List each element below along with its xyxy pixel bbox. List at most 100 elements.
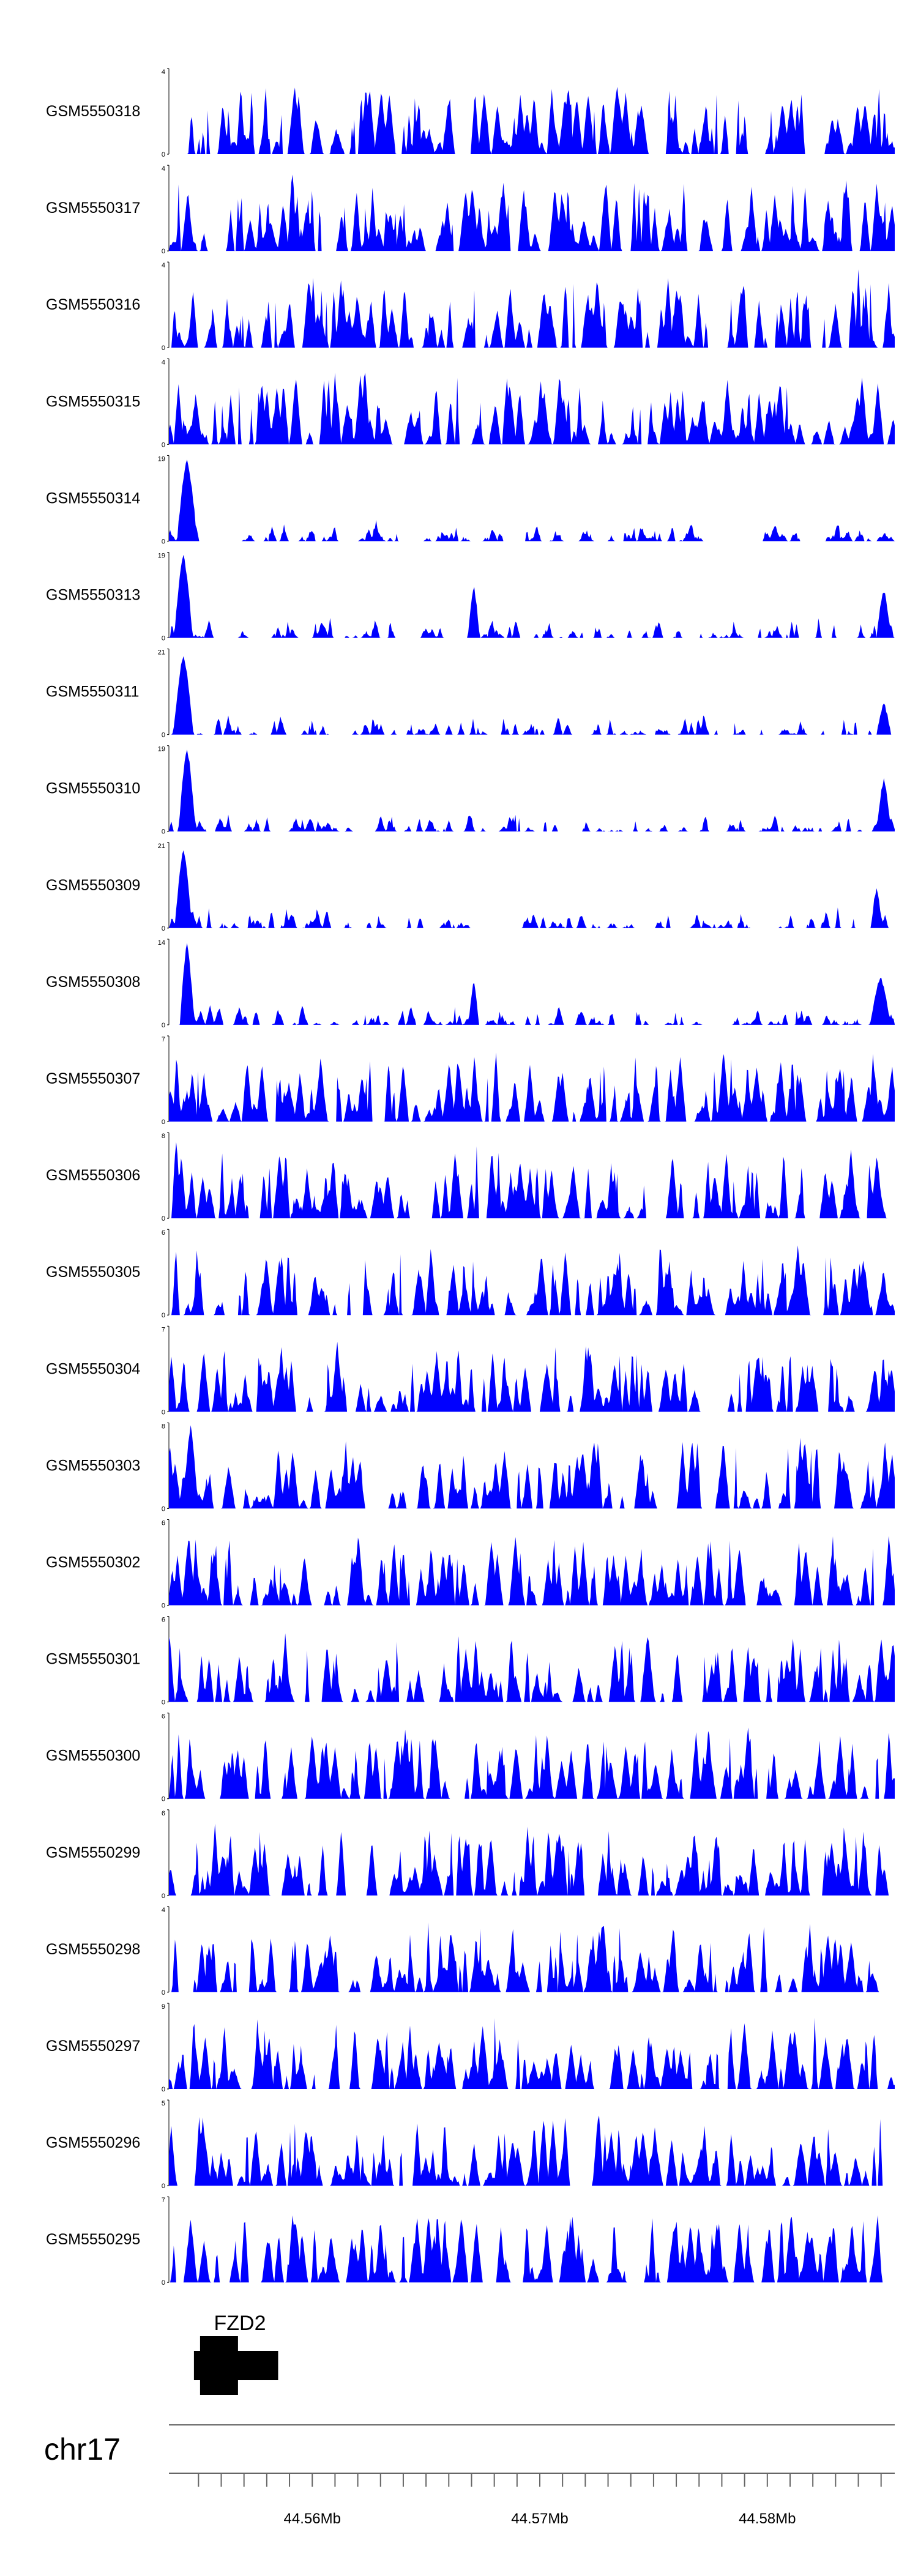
y-max-label: 21 <box>158 649 165 657</box>
track-label: GSM5550309 <box>46 877 140 894</box>
track-GSM5550304: GSM5550304 7 0 <box>46 1325 895 1416</box>
track-GSM5550299: GSM5550299 6 0 <box>46 1809 895 1900</box>
track-GSM5550295: GSM5550295 7 0 <box>46 2196 895 2287</box>
y-min-label: 0 <box>162 1119 165 1126</box>
coverage-area <box>169 460 895 542</box>
y-max-label: 19 <box>158 553 165 560</box>
y-max-label: 4 <box>162 69 165 76</box>
track-GSM5550307: GSM5550307 7 0 <box>46 1035 895 1126</box>
track-GSM5550306: GSM5550306 8 0 <box>46 1132 895 1223</box>
coverage-tracks: GSM555031840GSM555031740GSM555031640GSM5… <box>46 68 895 2287</box>
y-min-label: 0 <box>162 925 165 932</box>
y-max-label: 7 <box>162 2197 165 2204</box>
axis-tick-label: 44.57Mb <box>511 2511 568 2527</box>
gene-model-fzd2 <box>193 2336 278 2395</box>
track-label: GSM5550318 <box>46 103 140 120</box>
track-GSM5550301: GSM5550301 6 0 <box>46 1616 895 1707</box>
track-label: GSM5550298 <box>46 1941 140 1958</box>
y-max-label: 14 <box>158 939 165 947</box>
track-label: GSM5550302 <box>46 1554 140 1571</box>
y-min-label: 0 <box>162 1796 165 1803</box>
track-GSM5550310: GSM5550310 19 0 <box>46 745 895 836</box>
y-min-label: 0 <box>162 2279 165 2287</box>
coverage-area <box>169 850 895 928</box>
y-min-label: 0 <box>162 1505 165 1513</box>
y-min-label: 0 <box>162 1409 165 1416</box>
gene-annotation-track: FZD2 <box>193 2312 278 2395</box>
track-GSM5550308: GSM5550308 14 0 <box>46 939 895 1029</box>
track-GSM5550314: GSM5550314 19 0 <box>46 455 895 545</box>
y-max-label: 5 <box>162 2100 165 2107</box>
track-GSM5550313: GSM5550313 19 0 <box>46 552 895 642</box>
track-GSM5550305: GSM5550305 6 0 <box>46 1229 895 1319</box>
coverage-area <box>169 1823 895 1896</box>
track-GSM5550300: GSM5550300 6 0 <box>46 1713 895 1803</box>
track-label: GSM5550316 <box>46 296 140 313</box>
track-GSM5550318: GSM5550318 4 0 <box>46 68 895 158</box>
track-GSM5550303: GSM5550303 8 0 <box>46 1422 895 1513</box>
chromosome-axis: chr17 44.56Mb 44.57Mb 44.58Mb <box>44 2424 895 2527</box>
coverage-area <box>169 1536 895 1606</box>
y-min-label: 0 <box>162 1893 165 1900</box>
y-min-label: 0 <box>162 344 165 352</box>
y-min-label: 0 <box>162 538 165 545</box>
track-label: GSM5550308 <box>46 973 140 991</box>
y-max-label: 6 <box>162 1520 165 1527</box>
y-min-label: 0 <box>162 732 165 739</box>
track-GSM5550302: GSM5550302 6 0 <box>46 1519 895 1610</box>
track-GSM5550311: GSM5550311 21 0 <box>46 649 895 739</box>
coverage-area <box>169 1922 895 1992</box>
coverage-area <box>169 1142 895 1219</box>
y-min-label: 0 <box>162 1312 165 1319</box>
y-max-label: 6 <box>162 1617 165 1624</box>
y-max-label: 7 <box>162 1326 165 1333</box>
coverage-area <box>169 1425 895 1509</box>
y-max-label: 9 <box>162 2003 165 2011</box>
y-max-label: 4 <box>162 262 165 269</box>
y-max-label: 6 <box>162 1713 165 1721</box>
track-label: GSM5550296 <box>46 2134 140 2151</box>
y-min-label: 0 <box>162 828 165 836</box>
track-GSM5550315: GSM5550315 4 0 <box>46 358 895 449</box>
coverage-area <box>169 554 895 638</box>
track-label: GSM5550313 <box>46 587 140 604</box>
coverage-area <box>169 1052 895 1122</box>
track-GSM5550298: GSM5550298 4 0 <box>46 1906 895 1997</box>
gene-exon-cds <box>200 2336 238 2395</box>
coverage-area <box>169 87 895 154</box>
gene-label-fzd2: FZD2 <box>214 2312 266 2335</box>
coverage-area <box>169 2215 895 2283</box>
track-label: GSM5550301 <box>46 1651 140 1668</box>
y-min-label: 0 <box>162 1022 165 1029</box>
y-max-label: 8 <box>162 1423 165 1430</box>
coverage-area <box>169 750 895 832</box>
y-max-label: 19 <box>158 746 165 753</box>
track-label: GSM5550311 <box>46 683 139 701</box>
track-label: GSM5550315 <box>46 393 140 410</box>
y-min-label: 0 <box>162 151 165 158</box>
track-label: GSM5550306 <box>46 1167 140 1184</box>
track-label: GSM5550300 <box>46 1748 140 1765</box>
y-min-label: 0 <box>162 1989 165 1997</box>
y-min-label: 0 <box>162 2183 165 2190</box>
y-min-label: 0 <box>162 1699 165 1707</box>
track-GSM5550296: GSM5550296 5 0 <box>46 2099 895 2190</box>
y-max-label: 4 <box>162 165 165 173</box>
y-max-label: 7 <box>162 1036 165 1043</box>
y-min-label: 0 <box>162 1603 165 1610</box>
y-min-label: 0 <box>162 441 165 449</box>
track-label: GSM5550303 <box>46 1457 140 1474</box>
y-max-label: 21 <box>158 843 165 850</box>
track-GSM5550316: GSM5550316 4 0 <box>46 261 895 352</box>
track-label: GSM5550299 <box>46 1844 140 1861</box>
track-label: GSM5550310 <box>46 780 140 797</box>
coverage-area <box>169 1633 895 1702</box>
track-label: GSM5550297 <box>46 2038 140 2055</box>
track-label: GSM5550304 <box>46 1360 140 1377</box>
coverage-area <box>169 373 895 445</box>
y-min-label: 0 <box>162 2086 165 2093</box>
y-max-label: 4 <box>162 359 165 366</box>
track-label: GSM5550307 <box>46 1070 140 1087</box>
coverage-area <box>169 174 895 251</box>
